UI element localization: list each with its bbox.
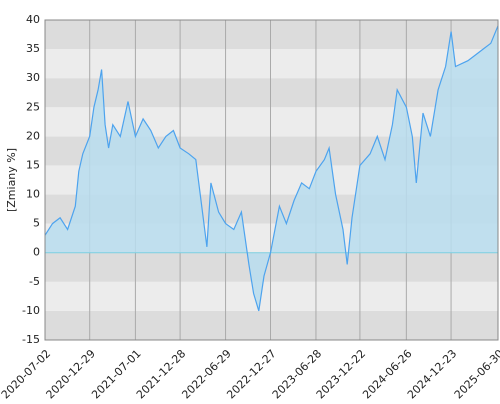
area: [45, 25, 498, 311]
y-tick-label: 20: [26, 129, 40, 142]
y-tick-label: 25: [26, 100, 40, 113]
y-tick-label: 10: [26, 188, 40, 201]
y-tick-label: 0: [33, 246, 40, 259]
y-tick-label: -10: [22, 304, 40, 317]
y-tick-label: -5: [29, 275, 40, 288]
y-tick-label: 35: [26, 42, 40, 55]
y-tick-label: 30: [26, 71, 40, 84]
grid-band: [45, 310, 498, 340]
grid-band: [45, 20, 498, 50]
x-tick-label: 2025-06-30: [452, 347, 500, 400]
plot-border: [44, 19, 499, 341]
grid-band: [45, 252, 498, 282]
y-tick-label: -15: [22, 333, 40, 346]
y-axis-label: [Zmiany %]: [5, 148, 18, 212]
grid-band: [45, 281, 498, 311]
y-tick-label: 15: [26, 158, 40, 171]
y-tick-label: 5: [33, 217, 40, 230]
grid-band: [45, 78, 498, 108]
y-tick-label: 40: [26, 13, 40, 26]
line: [44, 25, 499, 312]
grid-band: [45, 49, 498, 79]
